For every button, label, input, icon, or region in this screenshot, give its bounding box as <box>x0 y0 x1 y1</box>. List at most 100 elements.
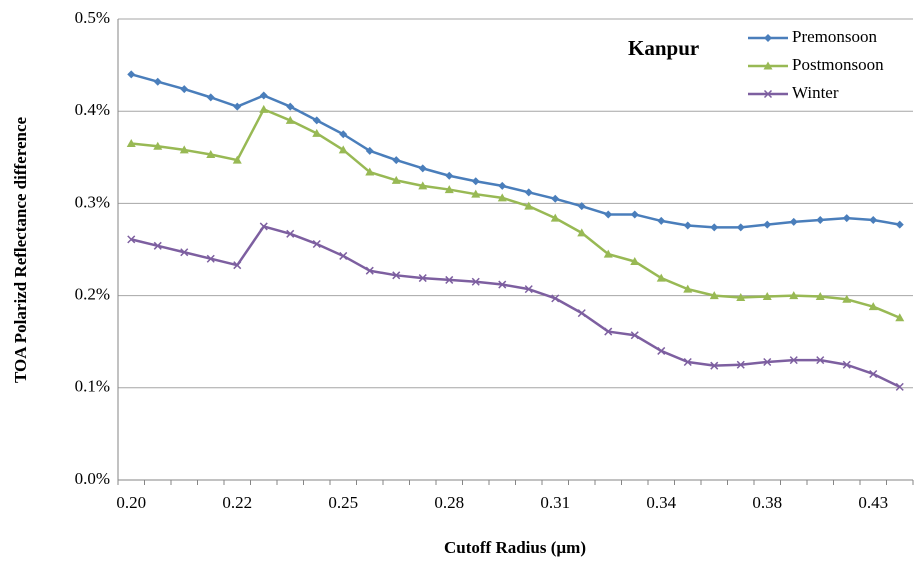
marker <box>895 382 904 391</box>
marker <box>285 115 295 124</box>
marker <box>259 104 269 113</box>
marker <box>604 327 613 336</box>
marker <box>869 215 878 224</box>
marker <box>418 164 427 173</box>
legend-label: Postmonsoon <box>792 55 884 74</box>
x-axis-title: Cutoff Radius (µm) <box>444 538 586 557</box>
marker <box>736 223 745 232</box>
x-tick-label: 0.28 <box>434 493 464 512</box>
marker <box>445 171 454 180</box>
marker <box>259 222 268 231</box>
marker <box>551 294 560 303</box>
marker <box>604 210 613 219</box>
y-tick-label: 0.2% <box>75 285 110 304</box>
marker <box>444 185 454 194</box>
y-tick-label: 0.4% <box>75 100 110 119</box>
series <box>126 104 905 322</box>
marker <box>551 194 560 203</box>
marker <box>418 181 428 190</box>
marker <box>206 150 216 159</box>
marker <box>816 356 825 365</box>
marker <box>657 216 666 225</box>
marker <box>577 202 586 211</box>
annotation: Kanpur <box>628 36 699 60</box>
marker <box>524 285 533 294</box>
x-tick-label: 0.25 <box>328 493 358 512</box>
marker <box>842 294 852 303</box>
marker <box>895 313 905 322</box>
marker <box>710 361 719 370</box>
y-tick-label: 0.0% <box>75 469 110 488</box>
marker <box>869 369 878 379</box>
marker <box>180 248 189 257</box>
x-tick-label: 0.34 <box>646 493 676 512</box>
legend-label: Premonsoon <box>792 27 878 46</box>
marker <box>763 61 773 70</box>
marker <box>550 213 560 222</box>
marker <box>471 277 480 286</box>
marker <box>339 130 348 139</box>
legend-label: Winter <box>792 83 839 102</box>
y-tick-label: 0.3% <box>75 192 110 211</box>
marker <box>762 292 772 301</box>
marker <box>312 128 322 137</box>
marker <box>365 146 374 155</box>
y-axis-title: TOA Polarizd Reflectance difference <box>11 117 30 384</box>
x-tick-label: 0.43 <box>858 493 888 512</box>
marker <box>233 261 242 270</box>
marker <box>180 85 189 94</box>
marker <box>286 102 295 111</box>
x-tick-label: 0.20 <box>116 493 146 512</box>
marker <box>524 188 533 197</box>
series <box>127 70 904 232</box>
marker <box>126 138 136 147</box>
marker <box>392 271 401 280</box>
marker <box>127 70 136 79</box>
marker <box>232 155 242 164</box>
marker <box>763 220 772 229</box>
marker <box>418 274 427 283</box>
marker <box>577 309 586 318</box>
marker <box>206 93 215 102</box>
marker <box>153 77 162 86</box>
marker <box>789 217 798 226</box>
marker <box>630 210 639 219</box>
marker <box>816 215 825 224</box>
series <box>127 222 904 391</box>
marker <box>789 356 798 365</box>
marker <box>524 201 534 210</box>
marker <box>471 189 481 198</box>
marker <box>710 223 719 232</box>
marker <box>657 346 666 355</box>
marker <box>763 89 773 99</box>
marker <box>471 177 480 186</box>
marker <box>445 275 454 284</box>
x-tick-label: 0.22 <box>222 493 252 512</box>
marker <box>789 291 799 300</box>
marker <box>895 220 904 229</box>
marker <box>630 256 640 265</box>
marker <box>736 292 746 301</box>
line <box>130 225 901 389</box>
marker <box>656 273 666 282</box>
marker <box>577 228 587 237</box>
marker <box>603 249 613 258</box>
marker <box>338 145 348 154</box>
marker <box>498 280 507 289</box>
marker <box>764 34 772 42</box>
marker <box>206 254 215 263</box>
marker <box>763 357 772 367</box>
line <box>131 108 901 319</box>
marker <box>259 91 268 100</box>
x-tick-label: 0.31 <box>540 493 570 512</box>
marker <box>153 141 163 150</box>
marker <box>498 181 507 190</box>
marker <box>339 251 348 260</box>
marker <box>683 221 692 230</box>
marker <box>365 167 375 176</box>
marker <box>842 214 851 223</box>
marker <box>683 357 692 367</box>
line <box>130 73 900 229</box>
